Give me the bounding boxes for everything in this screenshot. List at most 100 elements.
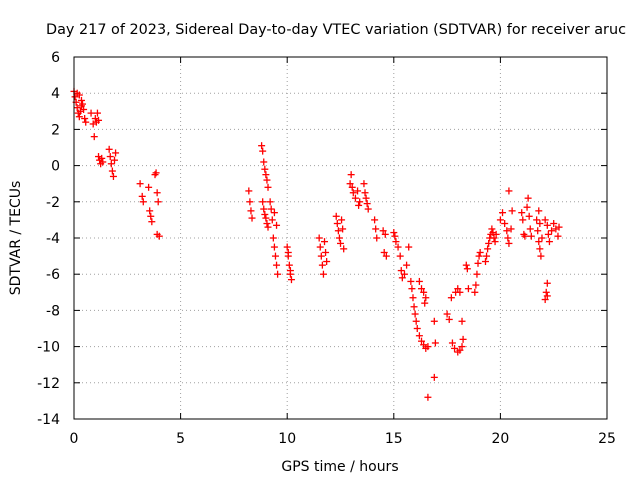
data-point [543, 279, 551, 287]
data-point [431, 339, 439, 347]
data-point [286, 267, 294, 275]
y-tick-label: -14 [37, 412, 60, 428]
data-point [536, 245, 544, 253]
data-point [418, 337, 426, 345]
data-point [332, 212, 340, 220]
data-point [269, 234, 277, 242]
data-point [349, 189, 357, 197]
data-point [496, 216, 504, 224]
data-point [415, 332, 423, 340]
data-point [361, 189, 369, 197]
data-point [148, 218, 156, 226]
data-point [319, 270, 327, 278]
data-point [262, 171, 270, 179]
data-point [411, 310, 419, 318]
data-point [71, 93, 79, 101]
data-point [317, 252, 325, 260]
data-point [351, 194, 359, 202]
data-point [456, 346, 464, 354]
data-point [318, 261, 326, 269]
x-tick-label: 5 [176, 431, 185, 447]
data-point [93, 109, 101, 117]
x-tick-label: 20 [491, 431, 509, 447]
data-point [545, 238, 553, 246]
data-point [508, 207, 516, 215]
data-point [283, 243, 291, 251]
data-point [541, 296, 549, 304]
data-point [507, 225, 515, 233]
y-tick-label: 4 [51, 86, 60, 102]
data-point [396, 252, 404, 260]
data-point [87, 109, 95, 117]
data-point [371, 216, 379, 224]
data-point [403, 261, 411, 269]
data-point [264, 183, 272, 191]
x-tick-label: 25 [598, 431, 616, 447]
y-tick-label: -4 [46, 231, 60, 247]
data-points [70, 87, 563, 401]
data-point [481, 258, 489, 266]
data-point [464, 285, 472, 293]
data-point [315, 234, 323, 242]
chart-title: Day 217 of 2023, Sidereal Day-to-day VTE… [46, 22, 626, 38]
data-point [339, 225, 347, 233]
data-point [484, 245, 492, 253]
data-point [392, 238, 400, 246]
data-point [273, 261, 281, 269]
data-point [451, 344, 459, 352]
data-point [263, 220, 271, 228]
data-point [537, 252, 545, 260]
data-point [405, 243, 413, 251]
data-point [347, 171, 355, 179]
y-tick-label: -10 [37, 340, 60, 356]
data-point [107, 160, 115, 168]
data-point [355, 201, 363, 209]
data-point [82, 118, 90, 126]
data-point [138, 192, 146, 200]
data-point [454, 285, 462, 293]
data-point [112, 149, 120, 157]
data-point [337, 239, 344, 247]
data-point [412, 317, 420, 325]
data-point [554, 232, 562, 240]
data-point [407, 277, 415, 285]
data-point [534, 227, 542, 235]
data-point [471, 288, 479, 296]
data-point [334, 227, 342, 235]
data-point [499, 209, 507, 217]
data-point [541, 216, 549, 224]
data-point [338, 216, 346, 224]
data-point [550, 220, 558, 228]
data-point [409, 294, 417, 302]
data-point [321, 238, 329, 246]
data-point [533, 216, 541, 224]
data-point [372, 225, 380, 233]
data-point [373, 234, 381, 242]
data-point [397, 267, 405, 275]
data-point [268, 216, 276, 224]
data-point [154, 198, 162, 206]
y-axis-label: SDTVAR / TECUs [8, 181, 24, 296]
data-point [505, 187, 513, 195]
data-point [463, 265, 471, 273]
data-point [492, 230, 500, 238]
data-point [261, 210, 269, 218]
y-tick-label: -12 [37, 376, 60, 392]
data-point [264, 223, 272, 231]
data-point [90, 133, 98, 141]
data-point [287, 276, 295, 284]
data-point [356, 198, 364, 206]
data-point [542, 288, 550, 296]
data-point [524, 194, 532, 202]
plot-frame [73, 56, 608, 420]
data-point [335, 234, 343, 242]
data-point [98, 154, 106, 162]
data-point [501, 220, 509, 228]
y-tick-label: 0 [51, 159, 60, 175]
data-point [525, 212, 533, 220]
data-point [543, 221, 551, 229]
data-point [413, 325, 421, 332]
data-point [259, 147, 267, 155]
data-point [147, 212, 155, 220]
